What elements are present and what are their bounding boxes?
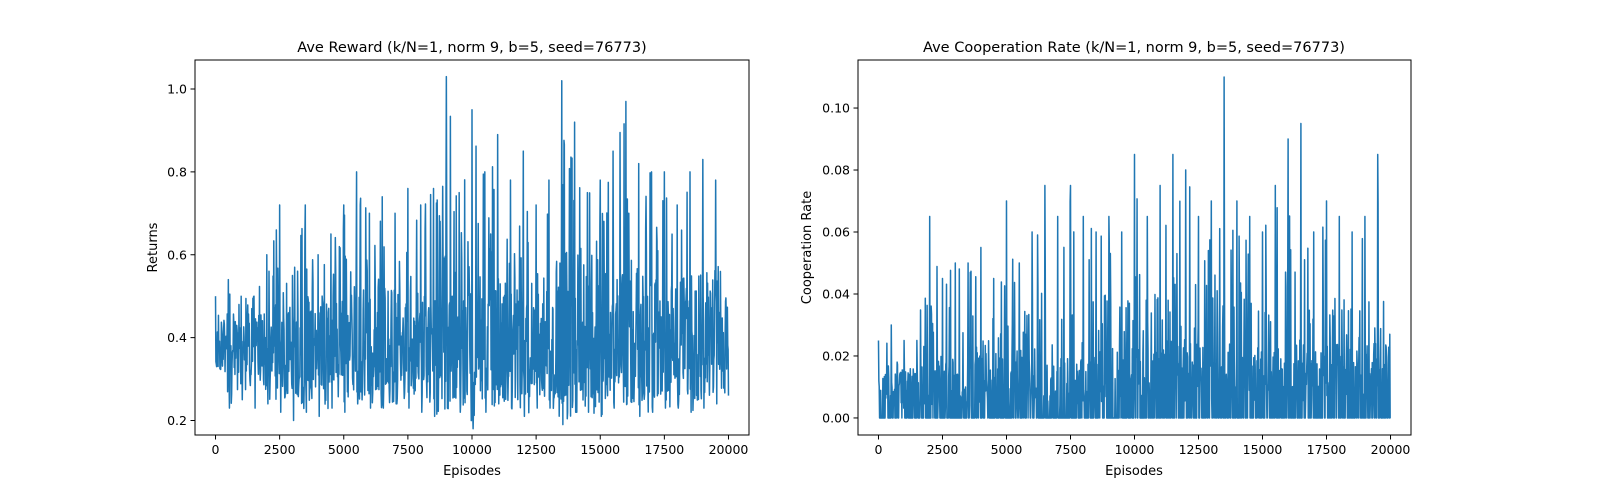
cooperation-x-tick-label: 12500 [1179, 442, 1219, 457]
reward-x-tick-label: 17500 [644, 442, 684, 457]
cooperation-y-tick-label: 0.00 [822, 410, 850, 425]
reward-chart-title: Ave Reward (k/N=1, norm 9, b=5, seed=767… [297, 40, 646, 56]
cooperation-y-tick-label: 0.04 [822, 286, 850, 301]
reward-y-axis-label: Returns [146, 222, 161, 272]
cooperation-y-tick-label: 0.10 [822, 101, 850, 116]
reward-x-tick-label: 15000 [580, 442, 620, 457]
cooperation-x-tick-label: 0 [875, 442, 883, 457]
cooperation-series-group [877, 76, 1391, 419]
reward-y-tick-label: 0.4 [167, 330, 187, 345]
cooperation-y-tick-label: 0.08 [822, 163, 850, 178]
cooperation-chart-title: Ave Cooperation Rate (k/N=1, norm 9, b=5… [923, 40, 1345, 56]
cooperation-x-tick-label: 20000 [1371, 442, 1411, 457]
cooperation-series-line [877, 76, 1391, 419]
reward-x-axis-label: Episodes [443, 464, 501, 479]
reward-series-line [214, 75, 730, 430]
cooperation-x-ticks: 0 2500 5000 7500 10000 12500 15000 17500 20000 [875, 435, 1411, 457]
reward-x-tick-label: 12500 [516, 442, 556, 457]
reward-y-tick-label: 0.2 [167, 413, 187, 428]
cooperation-x-tick-label: 17500 [1307, 442, 1347, 457]
cooperation-y-tick-label: 0.02 [822, 348, 850, 363]
reward-x-tick-label: 7500 [392, 442, 424, 457]
cooperation-x-tick-label: 2500 [927, 442, 959, 457]
reward-series-group [214, 75, 730, 430]
reward-chart: Ave Reward (k/N=1, norm 9, b=5, seed=767… [146, 40, 750, 479]
reward-x-ticks: 0 2500 5000 7500 10000 12500 15000 17500 20000 [212, 435, 749, 457]
reward-x-tick-label: 10000 [452, 442, 492, 457]
reward-x-tick-label: 5000 [328, 442, 360, 457]
reward-x-tick-label: 0 [212, 442, 220, 457]
reward-x-tick-label: 20000 [709, 442, 749, 457]
reward-y-tick-label: 0.6 [167, 247, 187, 262]
cooperation-chart: Ave Cooperation Rate (k/N=1, norm 9, b=5… [800, 40, 1412, 479]
cooperation-y-axis-label: Cooperation Rate [800, 191, 815, 304]
cooperation-x-tick-label: 15000 [1243, 442, 1283, 457]
reward-y-ticks: 0.2 0.4 0.6 0.8 1.0 [167, 82, 195, 428]
reward-x-tick-label: 2500 [264, 442, 296, 457]
cooperation-y-ticks: 0.00 0.02 0.04 0.06 0.08 0.10 [822, 101, 858, 425]
reward-y-tick-label: 1.0 [167, 82, 187, 97]
cooperation-x-axis-label: Episodes [1105, 464, 1163, 479]
cooperation-x-tick-label: 7500 [1055, 442, 1087, 457]
cooperation-x-tick-label: 5000 [991, 442, 1023, 457]
cooperation-x-tick-label: 10000 [1115, 442, 1155, 457]
reward-y-tick-label: 0.8 [167, 164, 187, 179]
cooperation-y-tick-label: 0.06 [822, 225, 850, 240]
